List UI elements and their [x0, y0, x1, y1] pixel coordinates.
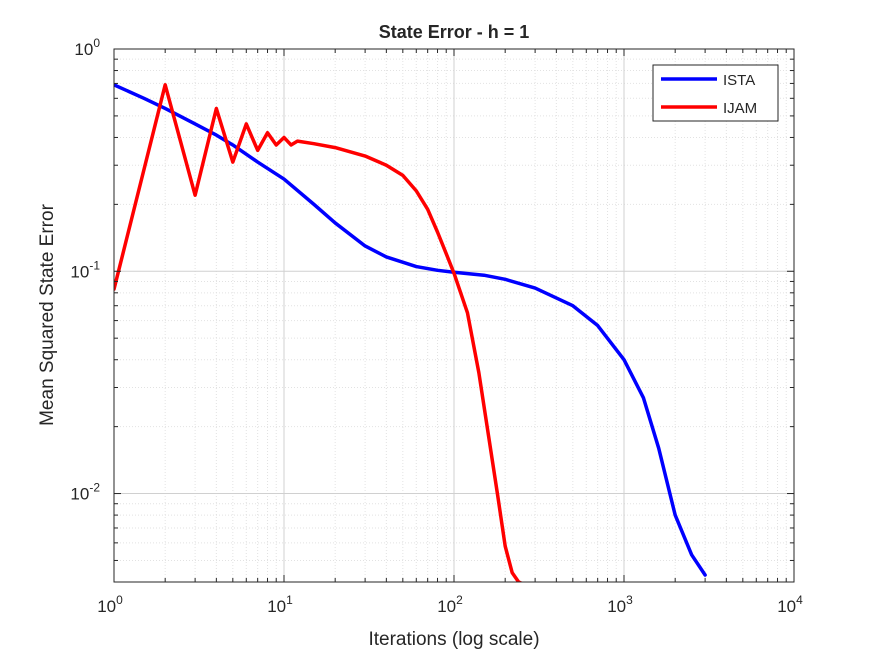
x-tick-label: 104	[777, 593, 803, 616]
y-axis-label: Mean Squared State Error	[37, 203, 58, 425]
x-tick-label: 103	[607, 593, 633, 616]
legend: ISTA IJAM	[652, 64, 779, 122]
x-axis-label: Iterations (log scale)	[368, 629, 539, 650]
y-tick-label: 10-1	[70, 258, 100, 281]
series-layer	[114, 83, 707, 582]
ticks	[113, 48, 795, 582]
x-tick-label: 101	[267, 593, 293, 616]
series-line-ijam	[114, 83, 524, 582]
chart-title: State Error - h = 1	[379, 22, 530, 42]
x-tick-label: 102	[437, 593, 463, 616]
legend-label-ista: ISTA	[723, 72, 755, 89]
legend-box	[652, 64, 779, 122]
y-tick-label: 10-2	[70, 481, 100, 504]
tick-labels: 100 101 102 103 104 10-2 10-1 100	[70, 36, 803, 616]
series-line-ista	[114, 83, 707, 577]
x-tick-label: 100	[97, 593, 123, 616]
y-tick-label: 100	[74, 36, 100, 59]
legend-label-ijam: IJAM	[723, 100, 757, 117]
